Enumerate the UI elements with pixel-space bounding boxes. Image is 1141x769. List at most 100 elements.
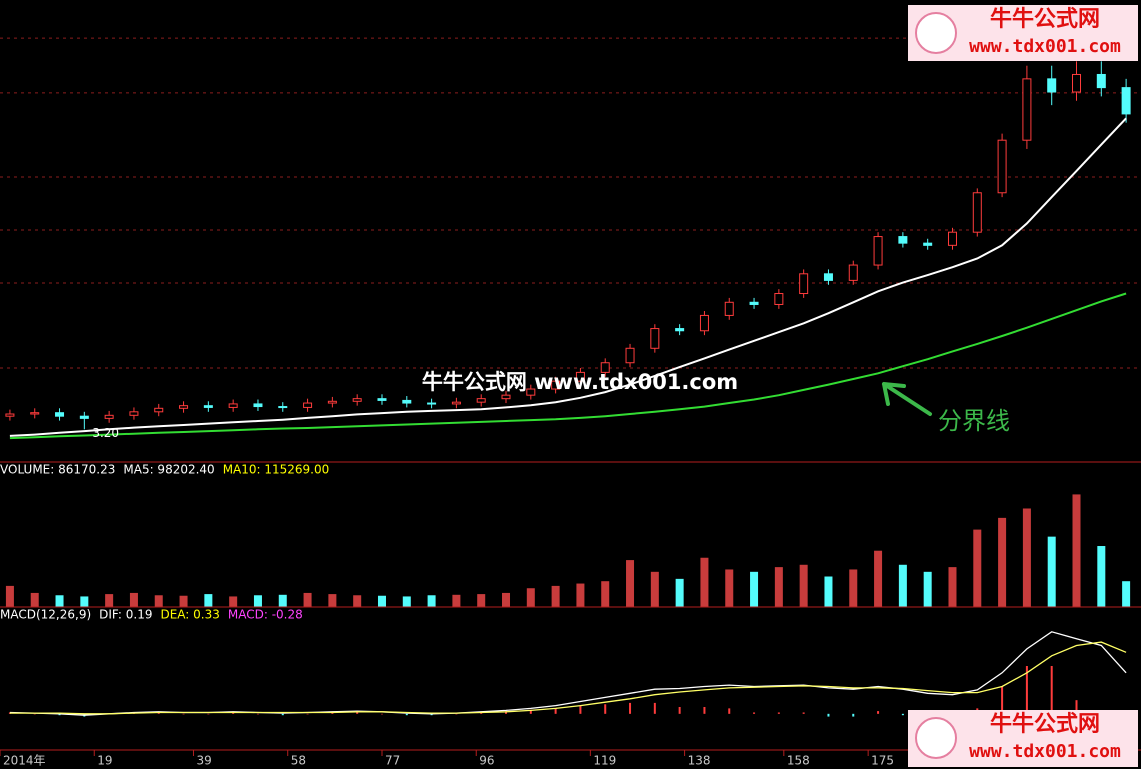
volume-bar bbox=[377, 595, 386, 607]
macd-bar bbox=[703, 707, 706, 714]
candle-body bbox=[377, 398, 387, 401]
candle-body bbox=[104, 414, 114, 419]
volume-bar bbox=[1072, 494, 1081, 607]
arrow bbox=[882, 382, 932, 416]
volume-bar bbox=[923, 571, 932, 607]
panel-title: VOLUME: 86170.23 bbox=[0, 463, 115, 477]
panel-title: MA5: 98202.40 bbox=[123, 463, 214, 477]
candle-body bbox=[947, 231, 957, 246]
macd-bar bbox=[281, 713, 284, 716]
candle-body bbox=[1121, 87, 1131, 115]
panel-title: MA10: 115269.00 bbox=[223, 463, 330, 477]
panel-title: MACD(12,26,9) bbox=[0, 608, 91, 622]
moving-average-line bbox=[9, 292, 1127, 440]
x-tick-label: 77 bbox=[385, 754, 400, 768]
candle-body bbox=[427, 402, 437, 405]
volume-bar bbox=[998, 517, 1007, 607]
macd-bar bbox=[182, 713, 185, 715]
x-tick-label: 39 bbox=[196, 754, 211, 768]
macd-bar bbox=[629, 702, 632, 714]
candle-body bbox=[179, 405, 189, 409]
logo: 牛牛公式网 www.tdx001.com bbox=[908, 5, 1138, 61]
volume-bar bbox=[750, 571, 759, 607]
candle-body bbox=[303, 402, 313, 408]
candle-body bbox=[898, 236, 908, 244]
candle-body bbox=[526, 388, 536, 396]
macd-bar bbox=[430, 713, 433, 716]
candle-body bbox=[799, 273, 809, 295]
volume-bar bbox=[948, 567, 957, 607]
candle-body bbox=[600, 362, 610, 373]
candle-body bbox=[848, 264, 858, 281]
grid-layer bbox=[0, 37, 1141, 756]
macd-bar bbox=[753, 712, 756, 714]
volume-bar bbox=[105, 594, 114, 607]
volume-bar bbox=[849, 569, 858, 607]
candle-body bbox=[675, 328, 685, 332]
candle-body bbox=[1072, 73, 1082, 93]
volume-bar bbox=[1047, 536, 1056, 607]
panel-title: DIF: 0.19 bbox=[99, 608, 152, 622]
logo-name: 牛牛公式网 bbox=[990, 6, 1100, 32]
candle-body bbox=[402, 399, 412, 404]
volume-bar bbox=[80, 596, 89, 607]
volume-bar bbox=[774, 567, 783, 607]
macd-bar bbox=[356, 712, 359, 714]
macd-bar bbox=[852, 713, 855, 717]
candle-body bbox=[79, 415, 89, 419]
macd-bar bbox=[728, 708, 731, 714]
candle-body bbox=[203, 405, 213, 408]
candle-body bbox=[575, 371, 585, 382]
macd-bar bbox=[1050, 666, 1053, 714]
macd-bar bbox=[901, 713, 904, 716]
volume-bar bbox=[650, 571, 659, 607]
volume-bar bbox=[1122, 581, 1131, 607]
candle-body bbox=[228, 403, 238, 408]
volume-bar bbox=[502, 592, 511, 607]
volume-bar bbox=[626, 560, 635, 607]
volume-bar bbox=[303, 592, 312, 607]
candle-body bbox=[501, 394, 511, 400]
candle-body bbox=[476, 398, 486, 403]
volume-bar bbox=[526, 588, 535, 607]
x-tick-label: 19 bbox=[97, 754, 112, 768]
volume-bar bbox=[427, 595, 436, 607]
x-tick-label: 158 bbox=[787, 754, 810, 768]
volume-bar bbox=[675, 578, 684, 607]
x-tick-label: 175 bbox=[871, 754, 894, 768]
candle-body bbox=[1096, 73, 1106, 89]
watermark: 牛牛公式网 www.tdx001.com bbox=[422, 370, 738, 394]
volume-bar bbox=[601, 581, 610, 607]
volume-bar bbox=[55, 595, 64, 607]
volume-bar bbox=[328, 594, 337, 607]
macd-bar bbox=[33, 713, 36, 715]
volume-bar bbox=[204, 594, 213, 607]
logo-url: www.tdx001.com bbox=[969, 741, 1121, 762]
candle-body bbox=[873, 236, 883, 266]
candle-body bbox=[451, 401, 461, 405]
logo: 牛牛公式网 www.tdx001.com bbox=[908, 710, 1138, 767]
macd-bar bbox=[455, 713, 458, 715]
macd-bar bbox=[827, 713, 830, 717]
macd-bar bbox=[802, 712, 805, 714]
macd-bar bbox=[405, 713, 408, 716]
candle-body bbox=[253, 403, 263, 408]
volume-bar bbox=[874, 550, 883, 607]
candle-body bbox=[699, 314, 709, 332]
moving-average-line bbox=[9, 117, 1127, 437]
volume-bar bbox=[452, 594, 461, 607]
macd-bar bbox=[306, 713, 309, 715]
macd-bar bbox=[777, 712, 780, 714]
candle-body bbox=[327, 400, 337, 404]
volume-bar bbox=[973, 529, 982, 607]
x-tick-label: 96 bbox=[479, 754, 494, 768]
x-tick-label: 2014年 bbox=[3, 754, 46, 768]
candle-body bbox=[154, 407, 164, 413]
logo-icon bbox=[915, 12, 957, 54]
panel-title: DEA: 0.33 bbox=[160, 608, 219, 622]
macd-bar bbox=[604, 704, 607, 714]
volume-bar bbox=[5, 585, 14, 607]
macd-bar bbox=[58, 713, 61, 716]
volume-bar bbox=[179, 595, 188, 607]
volume-bar bbox=[129, 592, 138, 607]
